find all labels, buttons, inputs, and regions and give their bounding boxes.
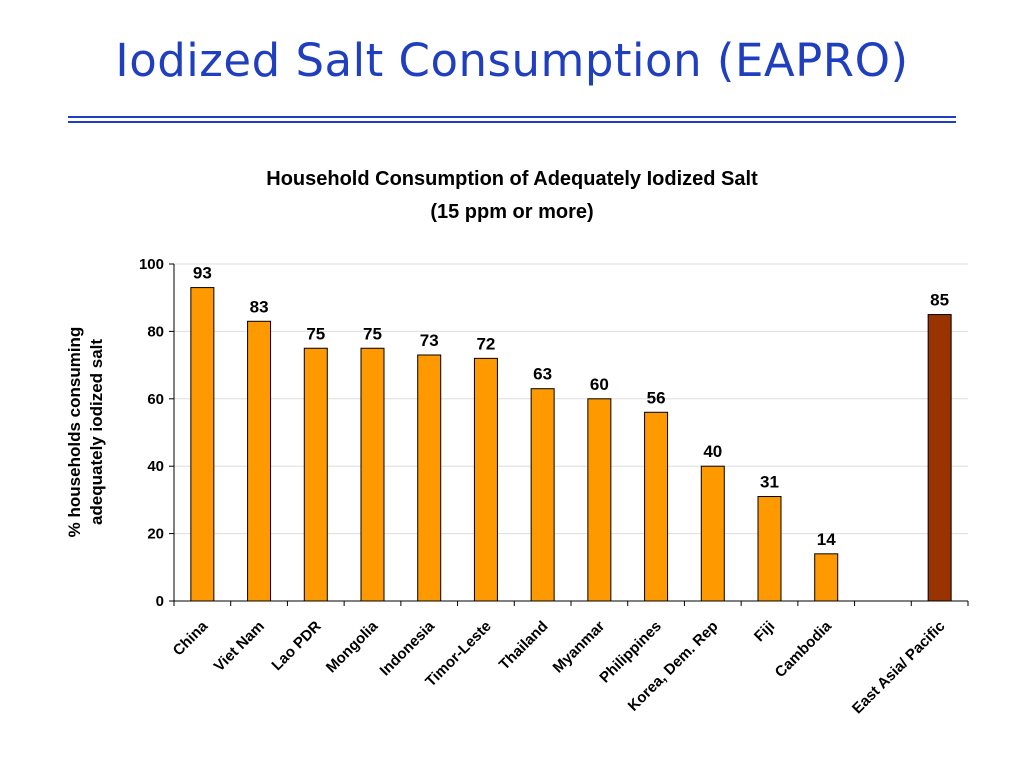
- y-tick-label: 60: [147, 391, 164, 408]
- slide-title: Iodized Salt Consumption (EAPRO): [115, 34, 909, 87]
- y-axis-title-line: adequately iodized salt: [87, 339, 106, 525]
- bar: [927, 314, 952, 602]
- y-tick-label: 20: [147, 526, 164, 543]
- bar: [700, 465, 725, 602]
- y-axis-title-line: % households consuming: [65, 327, 84, 538]
- bar: [644, 411, 669, 602]
- y-axis-title: % households consuming adequately iodized…: [65, 327, 106, 538]
- bar: [190, 287, 215, 602]
- chart-subtitle: (15 ppm or more): [430, 201, 594, 223]
- bar: [587, 398, 612, 602]
- bar: [360, 347, 385, 602]
- bar: [814, 553, 839, 602]
- x-tick-label: East Asia/ Pacific: [849, 618, 948, 717]
- axes: 0 20 40 60 80 100: [139, 256, 969, 610]
- data-label: 40: [703, 442, 722, 461]
- bar: [473, 357, 498, 602]
- x-tick-label: Lao PDR: [268, 618, 324, 674]
- title-divider: [68, 116, 956, 123]
- data-label: 93: [193, 264, 212, 283]
- x-tick-label: Cambodia: [772, 617, 836, 681]
- x-tick-label: Fiji: [751, 618, 778, 645]
- data-label: 83: [250, 297, 269, 316]
- data-label: 85: [930, 291, 949, 310]
- y-tick-label: 0: [156, 593, 164, 610]
- bar: [303, 347, 328, 602]
- bar: [757, 496, 782, 602]
- bar: [530, 388, 555, 602]
- chart-title: Household Consumption of Adequately Iodi…: [266, 168, 758, 190]
- data-label: 73: [420, 331, 439, 350]
- gridlines: [174, 263, 968, 535]
- y-tick-label: 80: [147, 323, 164, 340]
- x-tick-label: China: [170, 617, 212, 659]
- data-label: 31: [760, 473, 779, 492]
- bar: [417, 354, 442, 602]
- data-label: 60: [590, 375, 609, 394]
- chart-title-block: Household Consumption of Adequately Iodi…: [0, 163, 1024, 229]
- x-tick-label: Myanmar: [550, 618, 609, 677]
- x-tick-label: Thailand: [496, 618, 552, 674]
- data-label: 75: [306, 324, 325, 343]
- data-label: 72: [476, 334, 495, 353]
- bars: [190, 287, 952, 602]
- x-tick-label: Mongolia: [323, 617, 382, 676]
- y-tick-label: 40: [147, 458, 164, 475]
- bar: [247, 320, 272, 602]
- data-label: 63: [533, 365, 552, 384]
- data-label: 56: [647, 388, 666, 407]
- data-label: 14: [817, 530, 836, 549]
- data-label: 75: [363, 324, 382, 343]
- y-tick-label: 100: [139, 256, 164, 273]
- x-tick-label: Viet Nam: [211, 618, 268, 675]
